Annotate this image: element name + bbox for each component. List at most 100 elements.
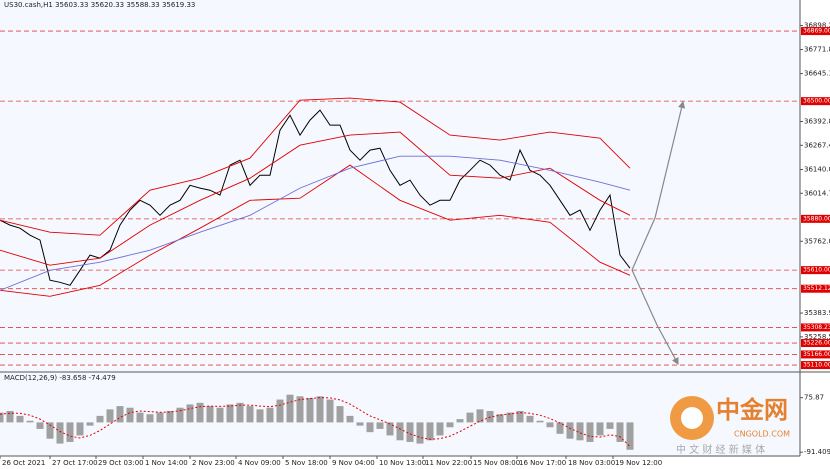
x-tick-label: 4 Nov 09:00: [238, 459, 281, 467]
macd-bar: [266, 407, 274, 423]
brand: 中金网: [716, 396, 788, 424]
indicator-band: [0, 164, 631, 297]
macd-bar: [526, 415, 534, 423]
macd-bar: [256, 409, 264, 423]
macd-bar: [96, 415, 104, 423]
x-tick-label: 10 Nov 13:00: [379, 459, 426, 467]
macd-bar: [496, 414, 504, 423]
level-tag: [801, 214, 830, 223]
indicator-title: MACD(12,26,9) -83.658 -74.479: [4, 374, 116, 382]
macd-bar: [296, 396, 304, 423]
x-tick-label: 29 Oct 03:00: [98, 459, 144, 467]
logo-inner: [681, 407, 703, 429]
level-label: 35512.12: [803, 285, 830, 292]
indicator-band: [0, 131, 631, 266]
level-label: 36869.00: [803, 28, 830, 35]
macd-bar: [476, 409, 484, 423]
macd-bar: [0, 412, 4, 423]
level-label: 35308.23: [803, 324, 830, 331]
macd-bar: [336, 406, 344, 423]
y-tick-label: 36014.70: [804, 189, 830, 197]
macd-bar: [16, 415, 24, 423]
macd-bar: [116, 406, 124, 423]
x-tick-label: 27 Oct 17:00: [52, 459, 98, 467]
projection-up: [631, 100, 686, 271]
macd-bar: [596, 422, 604, 436]
level-tag: [801, 350, 830, 359]
x-tick-label: 19 Nov 12:00: [615, 459, 662, 467]
macd-bar: [26, 420, 34, 423]
macd-bar: [416, 422, 424, 444]
macd-bar: [286, 394, 294, 423]
macd-bar: [46, 422, 54, 439]
macd-bar: [586, 422, 594, 442]
level-tag: [801, 266, 830, 275]
macd-bar: [546, 422, 554, 428]
level-tag: [801, 284, 830, 293]
macd-bar: [386, 422, 394, 436]
macd-bar: [406, 422, 414, 442]
level-tag: [801, 361, 830, 370]
level-label: 36500.00: [803, 98, 830, 105]
y-tick-label: 36267.40: [804, 141, 830, 149]
slogan: 中 文 财 经 新 媒 体: [676, 443, 765, 456]
macd-bar: [206, 406, 214, 423]
macd-bar: [126, 407, 134, 423]
macd-y-tick-label: -91.409: [804, 448, 830, 456]
macd-bar: [166, 410, 174, 423]
level-label: 35610.00: [803, 267, 830, 274]
y-tick-label: 35258.50: [804, 333, 830, 341]
x-tick-label: 1 Nov 14:00: [145, 459, 188, 467]
macd-bar: [626, 422, 634, 450]
macd-signal: [0, 397, 631, 447]
macd-bar: [316, 396, 324, 423]
macd-bar: [616, 422, 624, 442]
macd-bar: [236, 402, 244, 423]
macd-bar: [216, 407, 224, 423]
macd-bar: [276, 399, 284, 423]
macd-bar: [326, 399, 334, 423]
level-tag: [801, 27, 830, 36]
macd-bar: [506, 412, 514, 423]
y-tick-label: 36645.10: [804, 70, 830, 78]
macd-bar: [176, 407, 184, 423]
watermark: 中金网 CNGOLD.COM 中 文 财 经 新 媒 体: [670, 396, 790, 456]
y-tick-label: 36898.20: [804, 22, 830, 30]
macd-bar: [186, 404, 194, 423]
plot-background: [0, 0, 800, 456]
indicator-band: [0, 97, 631, 236]
macd-bar: [146, 414, 154, 423]
indicator-band: [0, 155, 631, 291]
macd-bar: [446, 422, 454, 428]
macd-bar: [36, 422, 44, 429]
macd-bar: [536, 420, 544, 423]
macd-bar: [76, 422, 84, 436]
y-tick-label: 35383.90: [804, 309, 830, 317]
site: CNGOLD.COM: [734, 430, 790, 439]
macd-bar: [606, 422, 614, 429]
level-tag: [801, 323, 830, 332]
y-tick-label: 36771.80: [804, 46, 830, 54]
x-tick-label: 11 Nov 22:00: [425, 459, 472, 467]
macd-bar: [66, 422, 74, 442]
macd-bar: [136, 412, 144, 423]
x-tick-label: 18 Nov 03:00: [568, 459, 615, 467]
level-label: 35880.00: [803, 215, 830, 222]
y-tick-label: 35762.00: [804, 237, 830, 245]
level-label: 35226.00: [803, 340, 830, 347]
x-tick-label: 16 Nov 17:00: [519, 459, 566, 467]
y-tick-label: 36140.00: [804, 165, 830, 173]
macd-bar: [376, 422, 384, 429]
macd-bar: [456, 419, 464, 423]
macd-bar: [516, 410, 524, 423]
x-tick-label: 9 Nov 04:00: [332, 459, 375, 467]
macd-bar: [486, 410, 494, 423]
macd-bar: [86, 422, 94, 426]
macd-bar: [306, 397, 314, 423]
macd-bar: [246, 406, 254, 423]
macd-bar: [556, 422, 564, 434]
level-tag: [801, 97, 830, 106]
price-line: [0, 109, 631, 286]
